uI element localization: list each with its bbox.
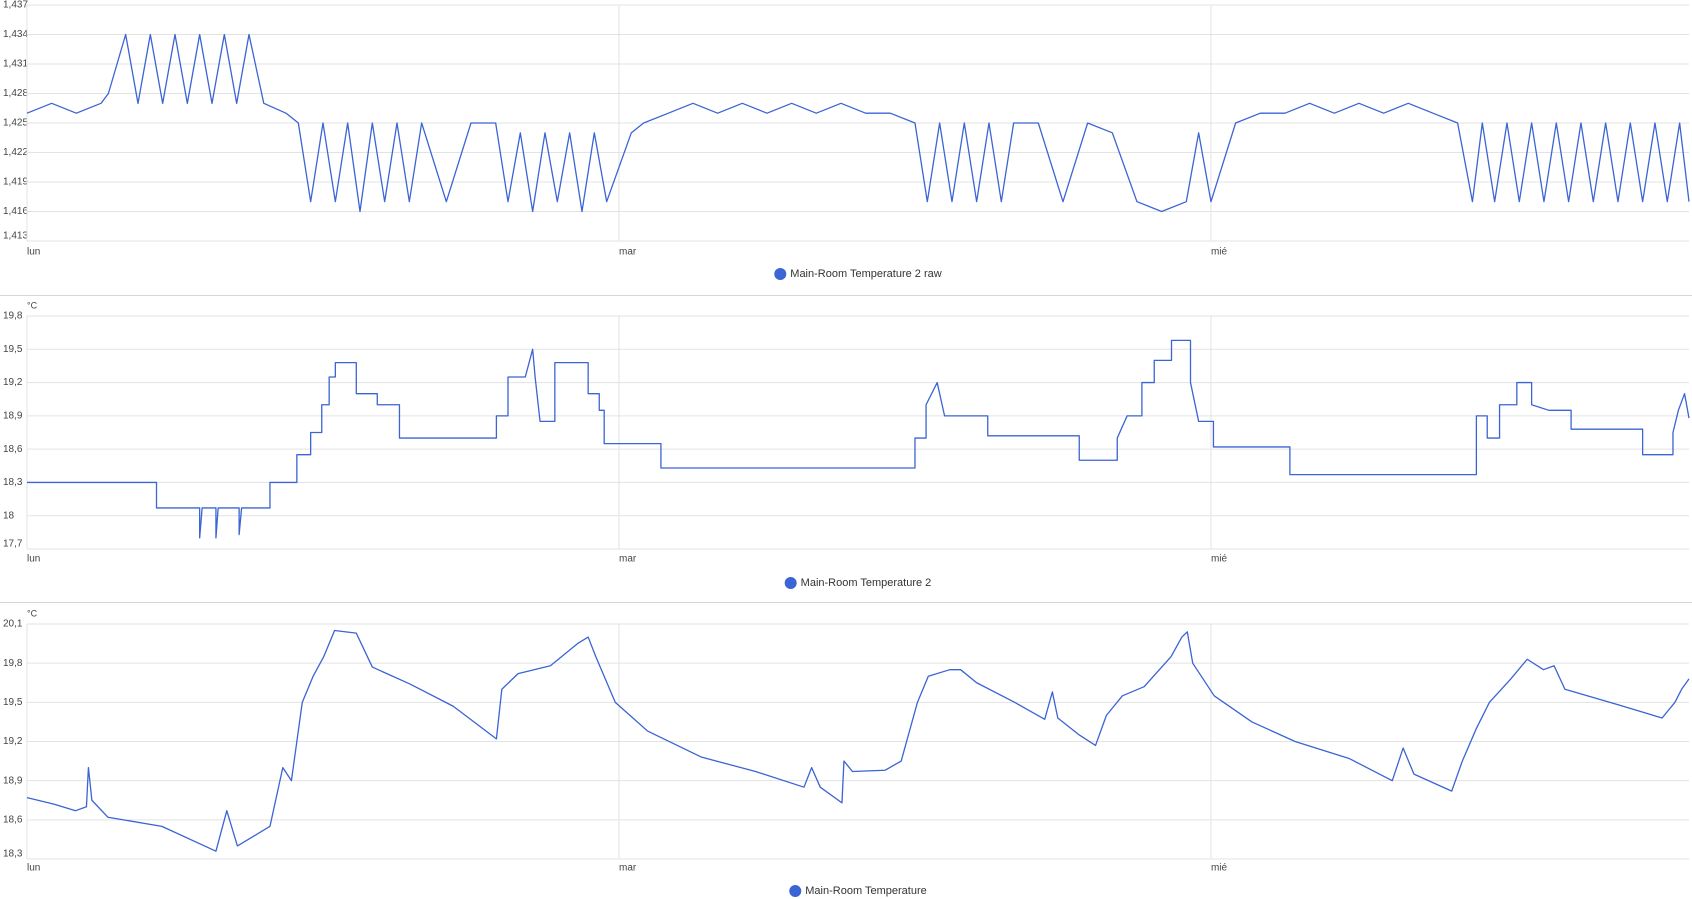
x-tick-label: lun bbox=[27, 863, 40, 874]
y-unit: °C bbox=[27, 608, 38, 618]
y-tick-label: 19,8 bbox=[3, 311, 23, 322]
y-tick-label: 1,413 bbox=[3, 231, 28, 242]
x-tick-label: lun bbox=[27, 247, 40, 258]
x-tick-label: mié bbox=[1211, 554, 1228, 565]
y-tick-label: 19,2 bbox=[3, 377, 23, 388]
x-tick-label: lun bbox=[27, 554, 40, 565]
y-tick-label: 18,9 bbox=[3, 410, 23, 421]
legend-label: Main-Room Temperature 2 raw bbox=[790, 268, 941, 280]
y-tick-label: 18 bbox=[3, 510, 15, 521]
legend-label: Main-Room Temperature 2 bbox=[801, 577, 932, 589]
y-tick-label: 1,428 bbox=[3, 88, 28, 99]
y-tick-label: 1,434 bbox=[3, 29, 28, 40]
series-line bbox=[27, 339, 1690, 539]
y-tick-label: 18,6 bbox=[3, 444, 23, 455]
y-tick-label: 18,3 bbox=[3, 477, 23, 488]
y-tick-label: 1,431 bbox=[3, 59, 28, 70]
series-line bbox=[26, 629, 1690, 852]
y-tick-label: 19,2 bbox=[3, 736, 23, 747]
y-tick-label: 18,6 bbox=[3, 814, 23, 825]
legend-item: Main-Room Temperature 2 raw bbox=[774, 268, 942, 280]
y-tick-label: 1,422 bbox=[3, 147, 28, 158]
legend-item: Main-Room Temperature bbox=[789, 885, 927, 897]
series-line bbox=[26, 33, 1690, 213]
y-tick-label: 1,437 bbox=[3, 0, 28, 11]
y-tick-label: 1,419 bbox=[3, 177, 28, 188]
y-tick-label: 1,425 bbox=[3, 118, 28, 129]
x-tick-label: mar bbox=[619, 554, 637, 565]
x-tick-label: mar bbox=[619, 247, 637, 258]
legend-marker bbox=[789, 885, 802, 897]
x-tick-label: mié bbox=[1211, 863, 1228, 874]
y-tick-label: 20,1 bbox=[3, 619, 23, 630]
y-tick-label: 17,7 bbox=[3, 539, 23, 550]
legend-item: Main-Room Temperature 2 bbox=[784, 577, 932, 589]
y-tick-label: 18,3 bbox=[3, 849, 23, 860]
legend-marker bbox=[774, 268, 787, 280]
y-tick-label: 19,5 bbox=[3, 344, 23, 355]
y-tick-label: 19,5 bbox=[3, 697, 23, 708]
legend-marker bbox=[784, 577, 797, 589]
y-tick-label: 1,416 bbox=[3, 206, 28, 217]
x-tick-label: mié bbox=[1211, 247, 1228, 258]
y-tick-label: 19,8 bbox=[3, 658, 23, 669]
y-tick-label: 18,9 bbox=[3, 775, 23, 786]
y-unit: °C bbox=[27, 300, 38, 310]
legend-label: Main-Room Temperature bbox=[805, 885, 926, 897]
x-tick-label: mar bbox=[619, 863, 637, 874]
